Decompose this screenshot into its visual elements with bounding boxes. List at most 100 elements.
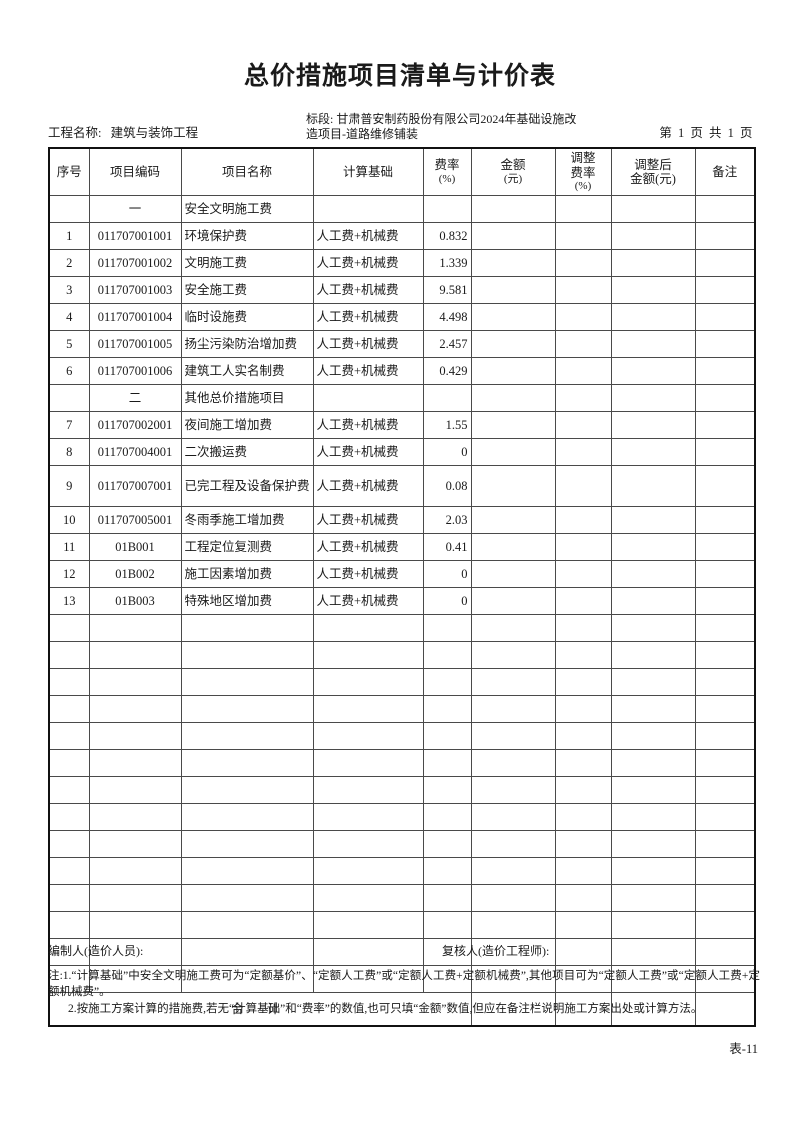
cell-basis-empty xyxy=(312,722,424,750)
cell-basis: 人工费+机械费 xyxy=(312,438,424,466)
cell-adjamt-empty xyxy=(610,911,696,939)
cell-code-empty xyxy=(88,965,182,993)
cell-adjrate xyxy=(554,357,612,385)
cell-adjrate xyxy=(554,303,612,331)
cell-code: 01B001 xyxy=(88,533,182,561)
cell-code: 一 xyxy=(88,195,182,223)
cell-seq-empty xyxy=(48,776,90,804)
cell-basis: 人工费+机械费 xyxy=(312,506,424,534)
cell-adjrate-empty xyxy=(554,641,612,669)
cell-rate: 0 xyxy=(422,438,472,466)
cell-code: 011707001005 xyxy=(88,330,182,358)
table-row: 一安全文明施工费 xyxy=(48,195,756,223)
cell-adjamt xyxy=(610,303,696,331)
cell-basis-empty xyxy=(312,911,424,939)
cell-adjrate xyxy=(554,587,612,615)
cell-adjrate-empty xyxy=(554,857,612,885)
cell-name: 已完工程及设备保护费 xyxy=(180,465,314,507)
cell-seq: 1 xyxy=(48,222,90,250)
table-row-empty xyxy=(48,965,756,993)
cell-amount xyxy=(470,533,556,561)
column-header-name: 项目名称 xyxy=(180,147,314,196)
cell-amount-empty xyxy=(470,749,556,777)
cell-name-empty xyxy=(180,938,314,966)
cell-basis-empty xyxy=(312,614,424,642)
cell-adjamt xyxy=(610,560,696,588)
cell-seq: 5 xyxy=(48,330,90,358)
cell-seq: 13 xyxy=(48,587,90,615)
table-row-empty xyxy=(48,722,756,750)
cell-note xyxy=(694,506,756,534)
column-header-adjrate-unit: (%) xyxy=(574,180,592,193)
cell-seq: 9 xyxy=(48,465,90,507)
cell-name: 工程定位复测费 xyxy=(180,533,314,561)
cell-code-empty xyxy=(88,776,182,804)
cell-amount xyxy=(470,411,556,439)
cell-amount-empty xyxy=(470,938,556,966)
cell-basis-empty xyxy=(312,695,424,723)
cell-name: 临时设施费 xyxy=(180,303,314,331)
table-row-empty xyxy=(48,884,756,912)
cell-basis xyxy=(312,384,424,412)
column-header-rate-unit: (%) xyxy=(438,172,456,185)
table-row: 1 011707001001 环境保护费 人工费+机械费 0.832 xyxy=(48,222,756,250)
cell-seq-empty xyxy=(48,830,90,858)
cell-seq: 12 xyxy=(48,560,90,588)
cell-amount xyxy=(470,303,556,331)
cell-basis: 人工费+机械费 xyxy=(312,249,424,277)
table-row: 8 011707004001 二次搬运费 人工费+机械费 0 xyxy=(48,438,756,466)
table-row: 6 011707001006 建筑工人实名制费 人工费+机械费 0.429 xyxy=(48,357,756,385)
cell-name: 建筑工人实名制费 xyxy=(180,357,314,385)
form-number: 表-11 xyxy=(729,1042,758,1056)
cell-adjamt-empty xyxy=(610,749,696,777)
cell-seq-empty xyxy=(48,722,90,750)
cell-seq: 7 xyxy=(48,411,90,439)
cell-amount-empty xyxy=(470,695,556,723)
cell-adjrate xyxy=(554,465,612,507)
cell-name-empty xyxy=(180,641,314,669)
cell-amount-empty xyxy=(470,884,556,912)
cell-basis-empty xyxy=(312,884,424,912)
table-row: 5 011707001005 扬尘污染防治增加费 人工费+机械费 2.457 xyxy=(48,330,756,358)
cell-basis-empty xyxy=(312,749,424,777)
cell-amount-empty xyxy=(470,911,556,939)
cell-rate: 0.41 xyxy=(422,533,472,561)
cell-code: 01B003 xyxy=(88,587,182,615)
cell-code: 011707005001 xyxy=(88,506,182,534)
cell-name-empty xyxy=(180,911,314,939)
cell-rate-empty xyxy=(422,722,472,750)
cell-adjamt-empty xyxy=(610,722,696,750)
cell-adjrate-empty xyxy=(554,614,612,642)
cell-name: 其他总价措施项目 xyxy=(180,384,314,412)
cell-adjamt-empty xyxy=(610,857,696,885)
total-cell-amount xyxy=(470,992,556,1027)
cell-code-empty xyxy=(88,830,182,858)
cell-basis: 人工费+机械费 xyxy=(312,276,424,304)
cell-note-empty xyxy=(694,830,756,858)
column-header-amount-line1: 金额 xyxy=(500,158,526,173)
cell-adjamt-empty xyxy=(610,965,696,993)
cell-rate: 0 xyxy=(422,587,472,615)
cell-adjamt-empty xyxy=(610,695,696,723)
cell-adjamt-empty xyxy=(610,641,696,669)
cell-adjrate xyxy=(554,384,612,412)
cell-note xyxy=(694,249,756,277)
column-header-amount: 金额 (元) xyxy=(470,147,556,196)
cell-seq-empty xyxy=(48,614,90,642)
cell-note xyxy=(694,276,756,304)
cell-note-empty xyxy=(694,857,756,885)
cell-amount-empty xyxy=(470,857,556,885)
cell-note xyxy=(694,411,756,439)
cell-adjamt-empty xyxy=(610,668,696,696)
column-header-adjamt-line2: 金额(元) xyxy=(630,172,676,186)
cell-note-empty xyxy=(694,722,756,750)
column-header-amount-unit: (元) xyxy=(503,172,523,185)
cell-adjamt xyxy=(610,438,696,466)
cell-name: 文明施工费 xyxy=(180,249,314,277)
table-row: 2 011707001002 文明施工费 人工费+机械费 1.339 xyxy=(48,249,756,277)
footnotes: 注:1.“计算基础”中安全文明施工费可为“定额基价”、“定额人工费”或“定额人工… xyxy=(48,968,760,1018)
cell-note-empty xyxy=(694,641,756,669)
table-row: 3 011707001003 安全施工费 人工费+机械费 9.581 xyxy=(48,276,756,304)
cell-rate-empty xyxy=(422,965,472,993)
table-row: 4 011707001004 临时设施费 人工费+机械费 4.498 xyxy=(48,303,756,331)
